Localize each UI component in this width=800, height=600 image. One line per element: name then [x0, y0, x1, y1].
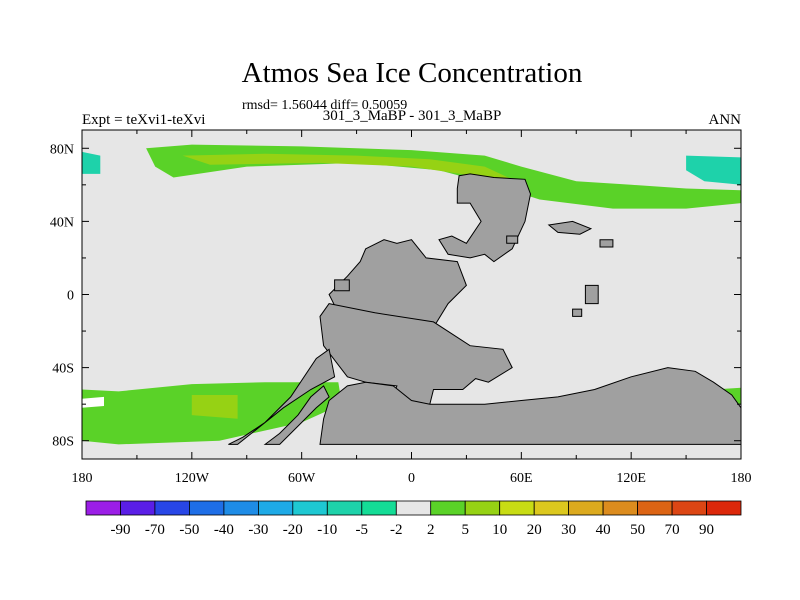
- region-southern-band-core: [191, 395, 238, 419]
- colorbar-swatch: [361, 500, 397, 516]
- land-east-isle-small: [599, 239, 614, 248]
- colorbar-label: 70: [665, 522, 680, 538]
- colorbar-label: 20: [527, 522, 542, 538]
- colorbar-label: -70: [145, 522, 165, 538]
- colorbar-swatch: [326, 500, 363, 516]
- region-arctic-west-negative: [82, 151, 101, 174]
- colorbar-swatch: [85, 500, 121, 516]
- colorbar-swatch: [499, 500, 535, 516]
- colorbar-label: -5: [356, 522, 369, 538]
- region-southern-west-white: [82, 396, 104, 408]
- colorbar: -90 -70 -50 -40 -30 -20 -10 -5 -2 2 5 10 20 30 40 50 70 9…: [85, 500, 742, 538]
- colorbar-label: 10: [492, 522, 507, 538]
- colorbar-label: 2: [427, 522, 435, 538]
- x-tick-label: 60W: [288, 471, 316, 486]
- axes: 180 120W 60W 0 60E 120E 180 80N 40N 0 40S 80S: [50, 130, 752, 486]
- x-tick-label: 0: [408, 471, 415, 486]
- colorbar-label: -50: [179, 522, 199, 538]
- land-masks: [228, 173, 741, 445]
- map-plot: [81, 129, 742, 460]
- colorbar-swatch: [223, 500, 259, 516]
- x-tick-label: 180: [731, 471, 752, 486]
- land-andes-arm: [228, 348, 336, 445]
- colorbar-label: -2: [390, 522, 403, 538]
- colorbar-label: -30: [248, 522, 268, 538]
- land-western-isle: [263, 385, 330, 445]
- x-tick-label: 120E: [616, 471, 646, 486]
- subtitle-center: 301_3_MaBP - 301_3_MaBP: [323, 108, 502, 124]
- colorbar-swatch: [395, 500, 432, 516]
- y-tick-label: 0: [67, 289, 74, 304]
- colorbar-swatch: [154, 500, 190, 516]
- colorbar-label: -10: [317, 522, 337, 538]
- colorbar-swatch: [292, 500, 328, 516]
- land-east-isle-south: [584, 284, 599, 305]
- colorbar-swatch: [602, 500, 638, 516]
- subtitle-right: ANN: [709, 112, 742, 128]
- colorbar-label: -40: [214, 522, 234, 538]
- colorbar-label: 30: [561, 522, 576, 538]
- region-arctic-east-negative: [686, 155, 741, 185]
- x-tick-label: 60E: [510, 471, 533, 486]
- colorbar-swatch: [706, 500, 742, 516]
- colorbar-swatch: [188, 500, 225, 516]
- x-tick-label: 120W: [175, 471, 210, 486]
- colorbar-swatch: [533, 500, 570, 516]
- y-tick-label: 40N: [50, 215, 74, 230]
- region-arctic-band-core: [182, 153, 513, 180]
- colorbar-swatch: [430, 500, 466, 516]
- land-small-island-sw: [334, 279, 350, 292]
- colorbar-label: -90: [111, 522, 131, 538]
- colorbar-label: 50: [630, 522, 645, 538]
- colorbar-swatch: [120, 500, 156, 516]
- colorbar-label: 5: [461, 522, 469, 538]
- y-tick-label: 40S: [52, 362, 74, 377]
- land-east-islands: [547, 220, 593, 235]
- colorbar-swatch: [257, 500, 294, 516]
- land-north-dot: [506, 235, 519, 244]
- colorbar-label: -20: [283, 522, 303, 538]
- colorbar-swatch: [671, 500, 707, 516]
- chart-title: Atmos Sea Ice Concentration: [242, 57, 583, 89]
- colorbar-swatch: [464, 500, 501, 516]
- colorbar-swatch: [637, 500, 673, 516]
- colorbar-label: 90: [699, 522, 714, 538]
- subtitle-left: Expt = teXvi1-teXvi: [82, 112, 205, 128]
- x-tick-label: 180: [72, 471, 93, 486]
- land-central-south-mass: [319, 303, 513, 405]
- stats-label: rmsd= 1.56044 diff= 0.50059: [242, 98, 407, 113]
- colorbar-swatch: [568, 500, 604, 516]
- y-tick-label: 80N: [50, 142, 74, 157]
- land-antarctica: [319, 367, 741, 445]
- y-tick-label: 80S: [52, 435, 74, 450]
- colorbar-label: 40: [596, 522, 611, 538]
- land-east-dot: [572, 308, 583, 317]
